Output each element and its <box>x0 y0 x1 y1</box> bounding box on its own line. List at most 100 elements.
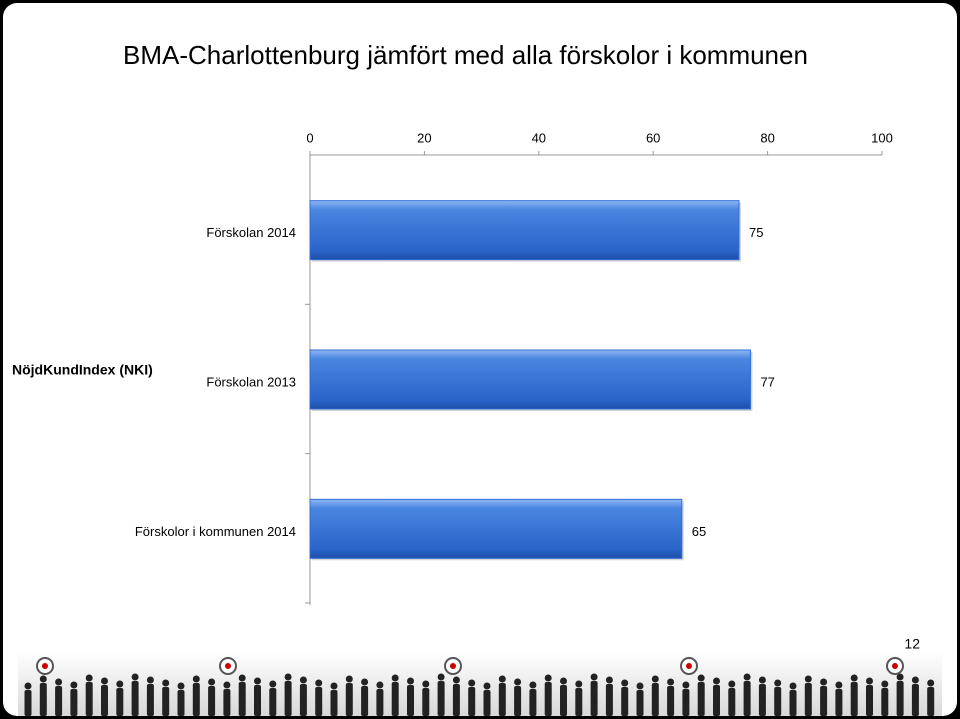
figure-head <box>881 680 889 688</box>
figure-head <box>254 677 261 685</box>
figure-body <box>24 690 32 716</box>
figure-body <box>452 684 460 716</box>
figure-body <box>621 687 629 716</box>
x-tick-label: 60 <box>646 130 660 145</box>
bar <box>309 200 740 261</box>
figure-body <box>238 682 246 716</box>
y-tick-label: Förskolan 2013 <box>206 374 296 389</box>
figure-head <box>667 678 675 686</box>
value-label: 75 <box>749 225 763 240</box>
figure-head <box>850 674 858 682</box>
figure-body <box>498 683 506 716</box>
figure-body <box>605 684 613 716</box>
figure-body <box>315 687 323 716</box>
figure-body <box>881 688 889 716</box>
x-tick-label: 0 <box>306 130 313 145</box>
figure-head <box>789 682 797 690</box>
figure-head <box>162 679 170 687</box>
figure-body <box>758 684 766 716</box>
figure-body <box>835 689 843 716</box>
figure-body <box>927 687 935 716</box>
figure-body <box>529 689 537 716</box>
figure-head <box>452 676 460 684</box>
figure-head <box>85 674 93 682</box>
figure-body <box>667 686 675 716</box>
figure-head <box>605 676 613 684</box>
figure-head <box>758 676 766 684</box>
figure-head <box>238 674 246 682</box>
figure-body <box>391 682 399 716</box>
figure-body <box>560 685 567 716</box>
figure-body <box>544 682 552 716</box>
target-center <box>42 663 48 669</box>
figure-body <box>896 681 904 716</box>
figure-body <box>789 690 797 716</box>
figure-head <box>269 680 277 688</box>
figure-body <box>514 686 522 716</box>
figure-body <box>407 685 414 716</box>
figure-body <box>223 689 231 716</box>
figure-head <box>299 676 307 684</box>
figure-head <box>131 673 139 681</box>
figure-body <box>55 686 63 716</box>
figure-body <box>866 685 873 716</box>
figure-body <box>437 681 445 716</box>
figure-head <box>39 675 47 683</box>
figure-head <box>192 675 200 683</box>
figure-head <box>422 680 430 688</box>
page-number: 12 <box>904 636 920 652</box>
figure-head <box>529 681 537 689</box>
figure-body <box>192 683 200 716</box>
figure-head <box>575 680 583 688</box>
figure-head <box>437 673 445 681</box>
figure-head <box>728 680 736 688</box>
figure-head <box>361 678 369 686</box>
figure-head <box>55 678 63 686</box>
figure-body <box>299 684 307 716</box>
footer-strip <box>18 652 942 716</box>
figure-head <box>330 682 338 690</box>
figure-head <box>177 682 185 690</box>
figure-body <box>208 686 216 716</box>
figure-head <box>208 678 216 686</box>
group-label: NöjdKundIndex (NKI) <box>12 362 153 378</box>
figure-body <box>911 684 919 716</box>
figure-body <box>162 687 170 716</box>
figure-body <box>682 689 690 716</box>
figure-head <box>697 674 705 682</box>
figure-head <box>101 677 108 685</box>
y-tick-label: Förskolan 2014 <box>206 225 296 240</box>
figure-head <box>146 676 154 684</box>
figure-head <box>911 676 919 684</box>
figure-body <box>376 689 384 716</box>
figure-body <box>361 686 369 716</box>
figure-head <box>514 678 522 686</box>
figure-body <box>146 684 154 716</box>
figure-body <box>590 681 598 716</box>
figure-head <box>284 673 292 681</box>
figure-body <box>820 686 828 716</box>
figure-body <box>101 685 108 716</box>
target-center <box>225 663 231 669</box>
figure-head <box>682 681 690 689</box>
figure-head <box>560 677 567 685</box>
figure-body <box>131 681 139 716</box>
figure-head <box>804 675 812 683</box>
figure-body <box>728 688 736 716</box>
value-label: 77 <box>760 374 774 389</box>
figure-head <box>376 681 384 689</box>
figure-body <box>483 690 491 716</box>
figure-head <box>896 673 904 681</box>
figure-head <box>651 675 659 683</box>
figure-body <box>39 683 47 716</box>
figure-head <box>116 680 124 688</box>
figure-head <box>590 673 598 681</box>
figure-head <box>866 677 873 685</box>
figure-body <box>254 685 261 716</box>
figure-head <box>483 682 491 690</box>
figure-body <box>850 682 858 716</box>
footer-decoration <box>24 657 935 716</box>
figure-body <box>697 682 705 716</box>
figure-head <box>713 677 720 685</box>
figure-body <box>651 683 659 716</box>
